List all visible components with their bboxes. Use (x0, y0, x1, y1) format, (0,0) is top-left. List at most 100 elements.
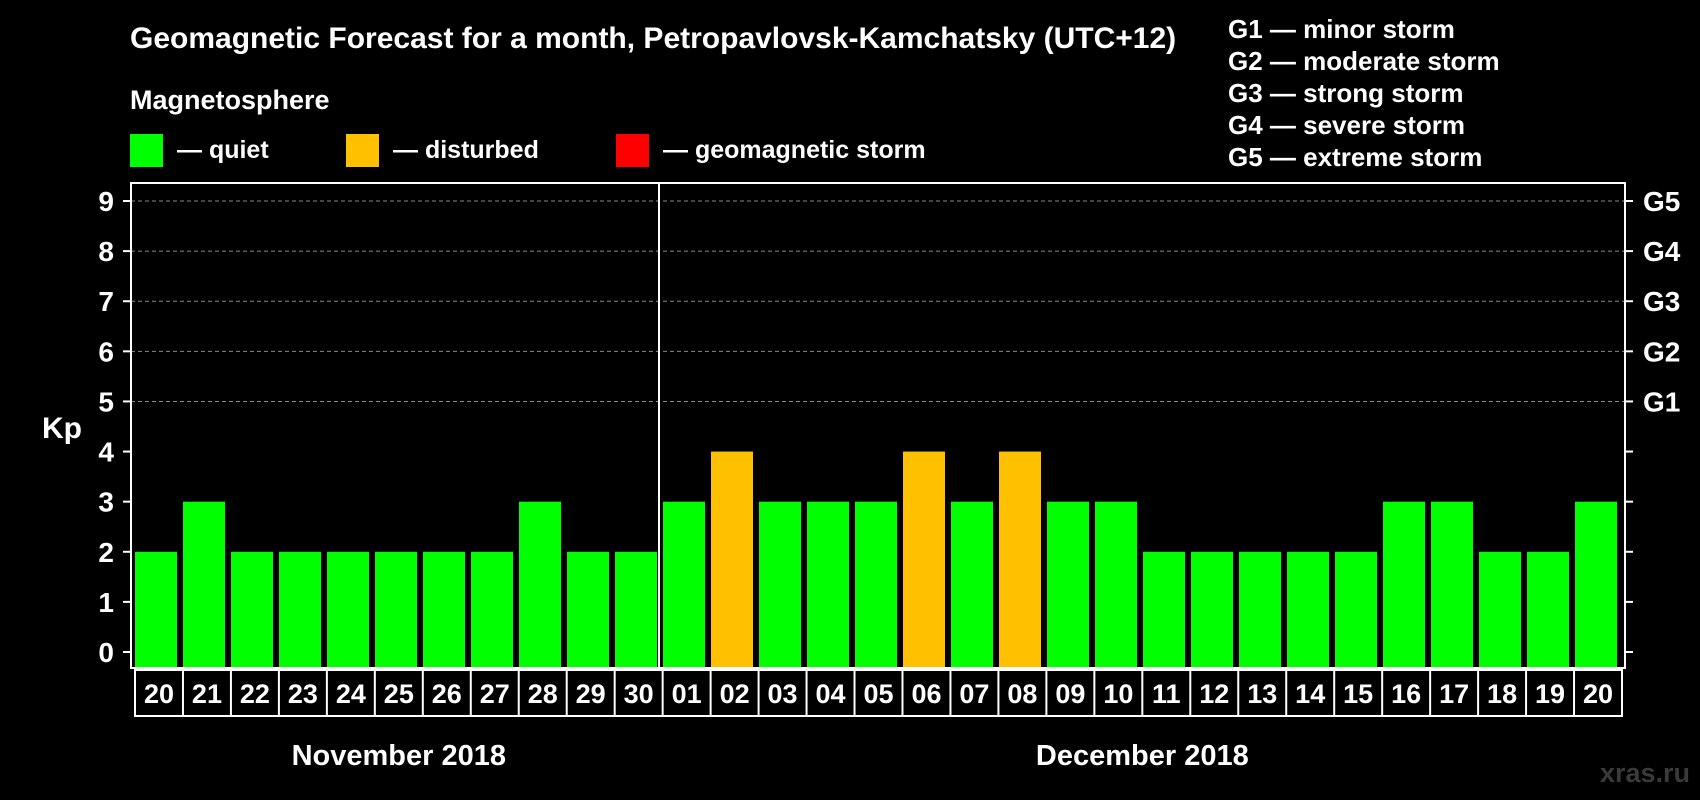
bar-07-17 (951, 501, 993, 667)
bar-26-6 (423, 551, 465, 667)
day-label-18-28: 18 (1487, 679, 1517, 709)
day-label-16-26: 16 (1391, 679, 1421, 709)
day-label-20-0: 20 (144, 679, 174, 709)
bar-19-29 (1527, 551, 1569, 667)
y-tick-label-8: 8 (98, 236, 114, 267)
bar-08-18 (999, 451, 1041, 667)
day-label-04-14: 04 (816, 679, 846, 709)
bar-29-9 (567, 551, 609, 667)
day-label-10-20: 10 (1103, 679, 1133, 709)
bar-16-26 (1383, 501, 1425, 667)
day-label-21-1: 21 (192, 679, 222, 709)
y-tick-label-2: 2 (98, 537, 114, 568)
day-label-27-7: 27 (480, 679, 510, 709)
day-strip-frame (134, 669, 1623, 717)
day-label-19-29: 19 (1535, 679, 1565, 709)
day-label-11-21: 11 (1152, 679, 1181, 709)
bar-06-16 (903, 451, 945, 667)
bar-02-12 (711, 451, 753, 667)
day-label-02-12: 02 (720, 679, 750, 709)
storm-scale-g4: G4 — severe storm (1228, 110, 1465, 140)
legend-label-storm: — geomagnetic storm (663, 136, 926, 164)
bar-10-20 (1095, 501, 1137, 667)
day-label-26-6: 26 (432, 679, 462, 709)
bar-21-1 (183, 501, 225, 667)
bar-24-4 (327, 551, 369, 667)
bar-01-11 (663, 501, 705, 667)
month-labels: November 2018 December 2018 (292, 740, 1249, 772)
storm-scale-g2: G2 — moderate storm (1228, 46, 1500, 76)
bar-13-23 (1239, 551, 1281, 667)
y-axis-label: Kp (42, 412, 82, 445)
bar-20-0 (135, 551, 177, 667)
day-label-13-23: 13 (1247, 679, 1277, 709)
bar-09-19 (1047, 501, 1089, 667)
bar-23-3 (279, 551, 321, 667)
y-tick-label-6: 6 (98, 336, 114, 367)
right-tick-label-g1: G1 (1643, 386, 1680, 417)
y-tick-label-9: 9 (98, 186, 114, 217)
y-tick-label-0: 0 (98, 637, 114, 668)
y-tick-label-3: 3 (98, 487, 114, 518)
bar-12-22 (1191, 551, 1233, 667)
y-tick-label-1: 1 (98, 587, 114, 618)
bar-30-10 (615, 551, 657, 667)
day-label-08-18: 08 (1007, 679, 1037, 709)
bar-28-8 (519, 501, 561, 667)
right-tick-label-g2: G2 (1643, 336, 1680, 367)
y-tick-label-4: 4 (98, 437, 114, 468)
bar-18-28 (1479, 551, 1521, 667)
legend-label-quiet: — quiet (177, 136, 269, 164)
day-label-29-9: 29 (576, 679, 606, 709)
legend-swatch-quiet (130, 134, 163, 167)
month-label-0: November 2018 (292, 740, 506, 772)
bar-27-7 (471, 551, 513, 667)
storm-scale-legend: G1 — minor storm G2 — moderate storm G3 … (1228, 14, 1500, 172)
legend-title: Magnetosphere (130, 85, 330, 115)
day-label-15-25: 15 (1343, 679, 1373, 709)
day-label-24-4: 24 (336, 679, 366, 709)
day-label-09-19: 09 (1055, 679, 1085, 709)
month-label-1: December 2018 (1036, 740, 1249, 772)
bar-15-25 (1335, 551, 1377, 667)
bar-20-30 (1575, 501, 1617, 667)
bar-14-24 (1287, 551, 1329, 667)
bar-11-21 (1143, 551, 1185, 667)
legend-swatch-storm (616, 134, 649, 167)
day-label-23-3: 23 (288, 679, 318, 709)
bar-25-5 (375, 551, 417, 667)
day-label-22-2: 22 (240, 679, 270, 709)
day-label-20-30: 20 (1583, 679, 1613, 709)
day-label-01-11: 01 (672, 679, 702, 709)
day-label-30-10: 30 (624, 679, 654, 709)
bar-17-27 (1431, 501, 1473, 667)
y-axis-ticks: 0 1 2 3 4 5 6 7 8 9 (98, 186, 131, 668)
day-labels: 20 21 22 23 24 25 26 27 28 29 30 01 02 03 04 05 06 07 08 09… (134, 669, 1623, 717)
right-tick-label-g3: G3 (1643, 286, 1680, 317)
legend: — quiet — disturbed — geomagnetic storm (130, 134, 926, 167)
storm-scale-g3: G3 — strong storm (1228, 78, 1463, 108)
right-tick-label-g5: G5 (1643, 186, 1680, 217)
day-label-05-15: 05 (863, 679, 893, 709)
legend-label-disturbed: — disturbed (393, 136, 539, 164)
storm-scale-g1: G1 — minor storm (1228, 14, 1455, 44)
bars (135, 451, 1617, 667)
day-label-25-5: 25 (384, 679, 414, 709)
y-tick-label-5: 5 (98, 386, 114, 417)
plot-frame (130, 182, 1626, 669)
day-label-17-27: 17 (1439, 679, 1469, 709)
gridlines (131, 200, 1625, 402)
watermark: xras.ru (1600, 758, 1690, 788)
right-tick-label-g4: G4 (1643, 236, 1681, 267)
storm-scale-g5: G5 — extreme storm (1228, 142, 1482, 172)
y-tick-label-7: 7 (98, 286, 114, 317)
day-label-07-17: 07 (959, 679, 989, 709)
day-label-14-24: 14 (1295, 679, 1325, 709)
bar-04-14 (807, 501, 849, 667)
legend-swatch-disturbed (346, 134, 379, 167)
bar-22-2 (231, 551, 273, 667)
bar-05-15 (855, 501, 897, 667)
bar-03-13 (759, 501, 801, 667)
day-label-06-16: 06 (911, 679, 941, 709)
